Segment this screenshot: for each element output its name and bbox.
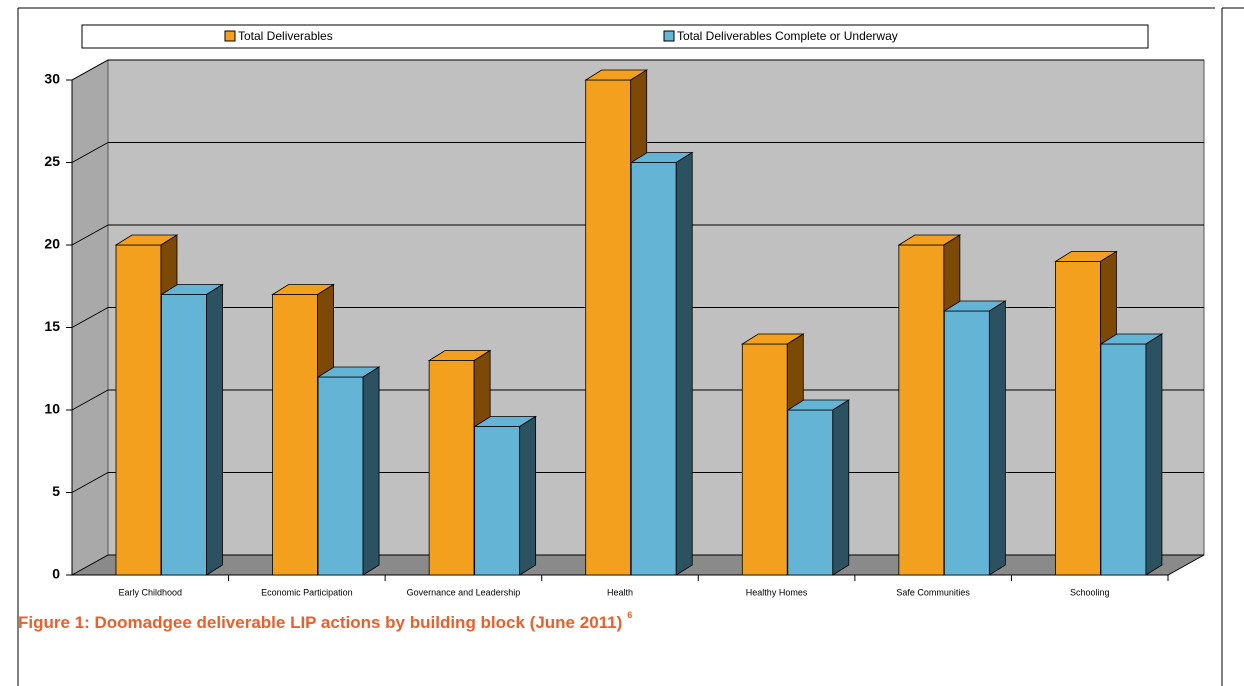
legend-swatch — [663, 30, 675, 42]
bar-side — [362, 366, 380, 576]
figure-caption: Figure 1: Doomadgee deliverable LIP acti… — [18, 610, 632, 632]
bar-front — [1055, 261, 1101, 576]
bar-side — [988, 300, 1006, 576]
bar-front — [161, 294, 207, 576]
bar-front — [428, 360, 475, 576]
y-tick-label: 0 — [52, 566, 60, 582]
bar-front — [474, 426, 521, 576]
grid-line-side — [71, 472, 109, 493]
bar-front — [317, 376, 364, 576]
y-tick-label: 15 — [44, 318, 60, 334]
bar-side — [1145, 333, 1163, 576]
x-tick-label: Schooling — [1070, 587, 1110, 597]
grid-line-side — [71, 142, 109, 163]
bar-front — [741, 343, 788, 576]
x-tick-label: Governance and Leadership — [407, 587, 521, 597]
x-tick-label: Safe Communities — [896, 587, 970, 597]
legend-label: Total Deliverables Complete or Underway — [677, 29, 898, 43]
grid-line-side — [71, 389, 109, 411]
bar-front — [1100, 343, 1147, 576]
bar-front — [630, 162, 677, 576]
y-tick-label: 30 — [44, 71, 60, 87]
legend-label: Total Deliverables — [238, 29, 333, 43]
bar-front — [272, 294, 318, 576]
bar-front — [898, 244, 945, 576]
bar-front — [585, 79, 632, 576]
grid-line-side — [71, 554, 109, 576]
bar-side — [206, 283, 223, 576]
bar-side — [519, 415, 537, 576]
bar-front — [943, 310, 990, 576]
y-tick-label: 5 — [52, 483, 60, 499]
grid-line-side — [71, 224, 109, 246]
x-tick-label: Health — [607, 587, 633, 597]
grid-line-side — [71, 59, 109, 81]
caption-footnote: 6 — [627, 610, 632, 620]
legend-swatch — [224, 30, 236, 42]
x-tick-label: Healthy Homes — [746, 587, 808, 597]
y-tick-label: 25 — [44, 153, 60, 169]
x-tick-label: Early Childhood — [119, 587, 183, 597]
bar-front — [115, 244, 162, 576]
bar-side — [832, 399, 850, 576]
bar-side — [675, 151, 693, 576]
x-tick-label: Economic Participation — [261, 587, 353, 597]
y-tick-label: 20 — [44, 236, 60, 252]
y-tick-label: 10 — [44, 401, 60, 417]
bar-front — [787, 409, 834, 576]
grid-line-side — [71, 307, 109, 328]
caption-text: Figure 1: Doomadgee deliverable LIP acti… — [18, 613, 622, 632]
legend-box — [81, 24, 1149, 49]
